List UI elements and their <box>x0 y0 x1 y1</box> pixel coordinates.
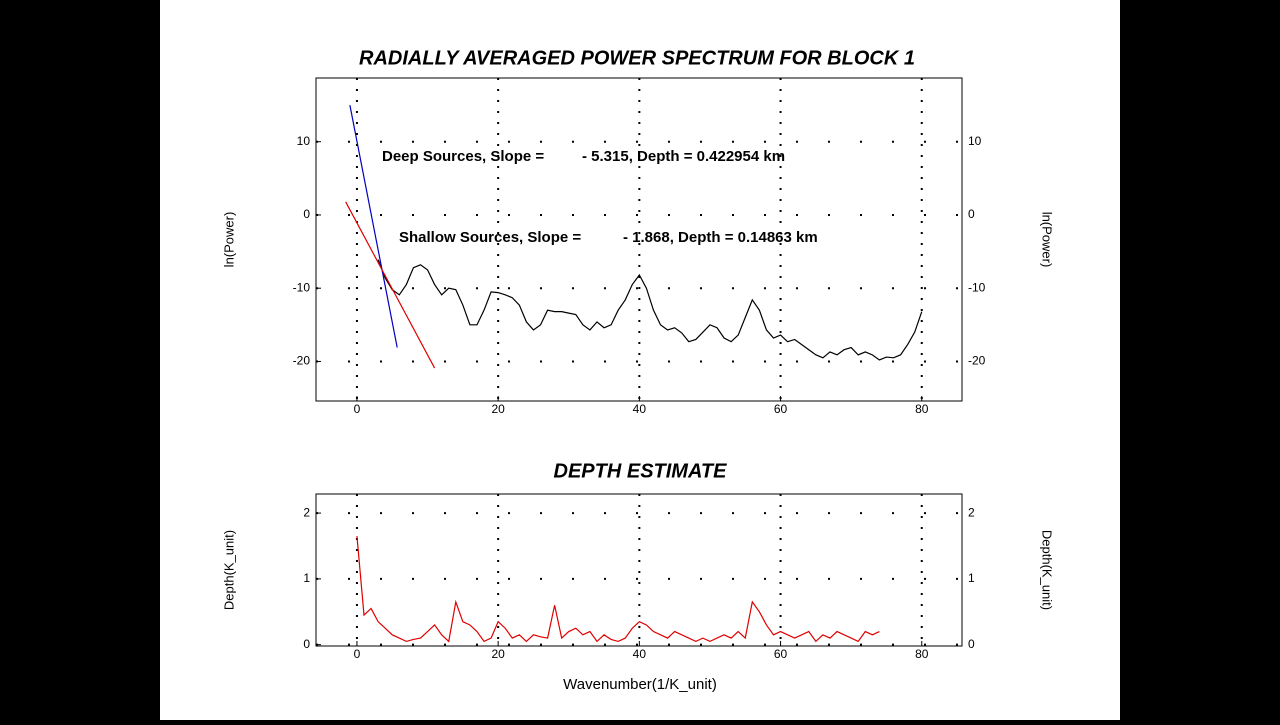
annotation-label: Shallow Sources, Slope = <box>399 229 581 246</box>
x-tick-label: 40 <box>633 647 647 661</box>
annotation-value: - 5.315, Depth = 0.422954 km <box>582 148 785 165</box>
series-line <box>356 536 880 643</box>
x-tick-label: 20 <box>491 402 505 416</box>
y-axis-label: Depth(K_unit) <box>221 530 236 610</box>
x-tick-label: 20 <box>491 647 505 661</box>
y-tick-label-right: 10 <box>968 134 982 148</box>
x-tick-label: 0 <box>354 402 361 416</box>
y-tick-label: 10 <box>297 134 311 148</box>
y-axis-label-right: ln(Power) <box>1040 212 1055 268</box>
y-tick-label-right: -20 <box>968 354 986 368</box>
series-line <box>377 259 923 361</box>
x-tick-label: 80 <box>915 402 929 416</box>
y-tick-label: 0 <box>303 207 310 221</box>
y-tick-label: -10 <box>293 280 311 294</box>
x-tick-label: 60 <box>774 402 788 416</box>
y-axis-label: ln(Power) <box>221 212 236 268</box>
y-tick-label: -20 <box>293 354 311 368</box>
y-tick-label-right: 1 <box>968 571 975 585</box>
y-tick-label: 1 <box>303 571 310 585</box>
y-tick-label-right: 2 <box>968 505 975 519</box>
y-tick-label: 0 <box>303 637 310 651</box>
y-tick-label: 2 <box>303 505 310 519</box>
canvas <box>160 0 1120 720</box>
series-line <box>349 104 398 348</box>
chart-title: DEPTH ESTIMATE <box>554 460 728 482</box>
series-line <box>345 201 436 369</box>
x-tick-label: 0 <box>354 647 361 661</box>
x-axis-label: Wavenumber(1/K_unit) <box>563 676 717 693</box>
annotation-label: Deep Sources, Slope = <box>382 148 544 165</box>
y-tick-label-right: -10 <box>968 280 986 294</box>
y-axis-label-right: Depth(K_unit) <box>1040 530 1055 610</box>
x-tick-label: 40 <box>633 402 647 416</box>
x-tick-label: 60 <box>774 647 788 661</box>
annotation-value: - 1.868, Depth = 0.14863 km <box>623 229 818 246</box>
y-tick-label-right: 0 <box>968 637 975 651</box>
y-tick-label-right: 0 <box>968 207 975 221</box>
chart-title: RADIALLY AVERAGED POWER SPECTRUM FOR BLO… <box>359 47 915 69</box>
x-tick-label: 80 <box>915 647 929 661</box>
